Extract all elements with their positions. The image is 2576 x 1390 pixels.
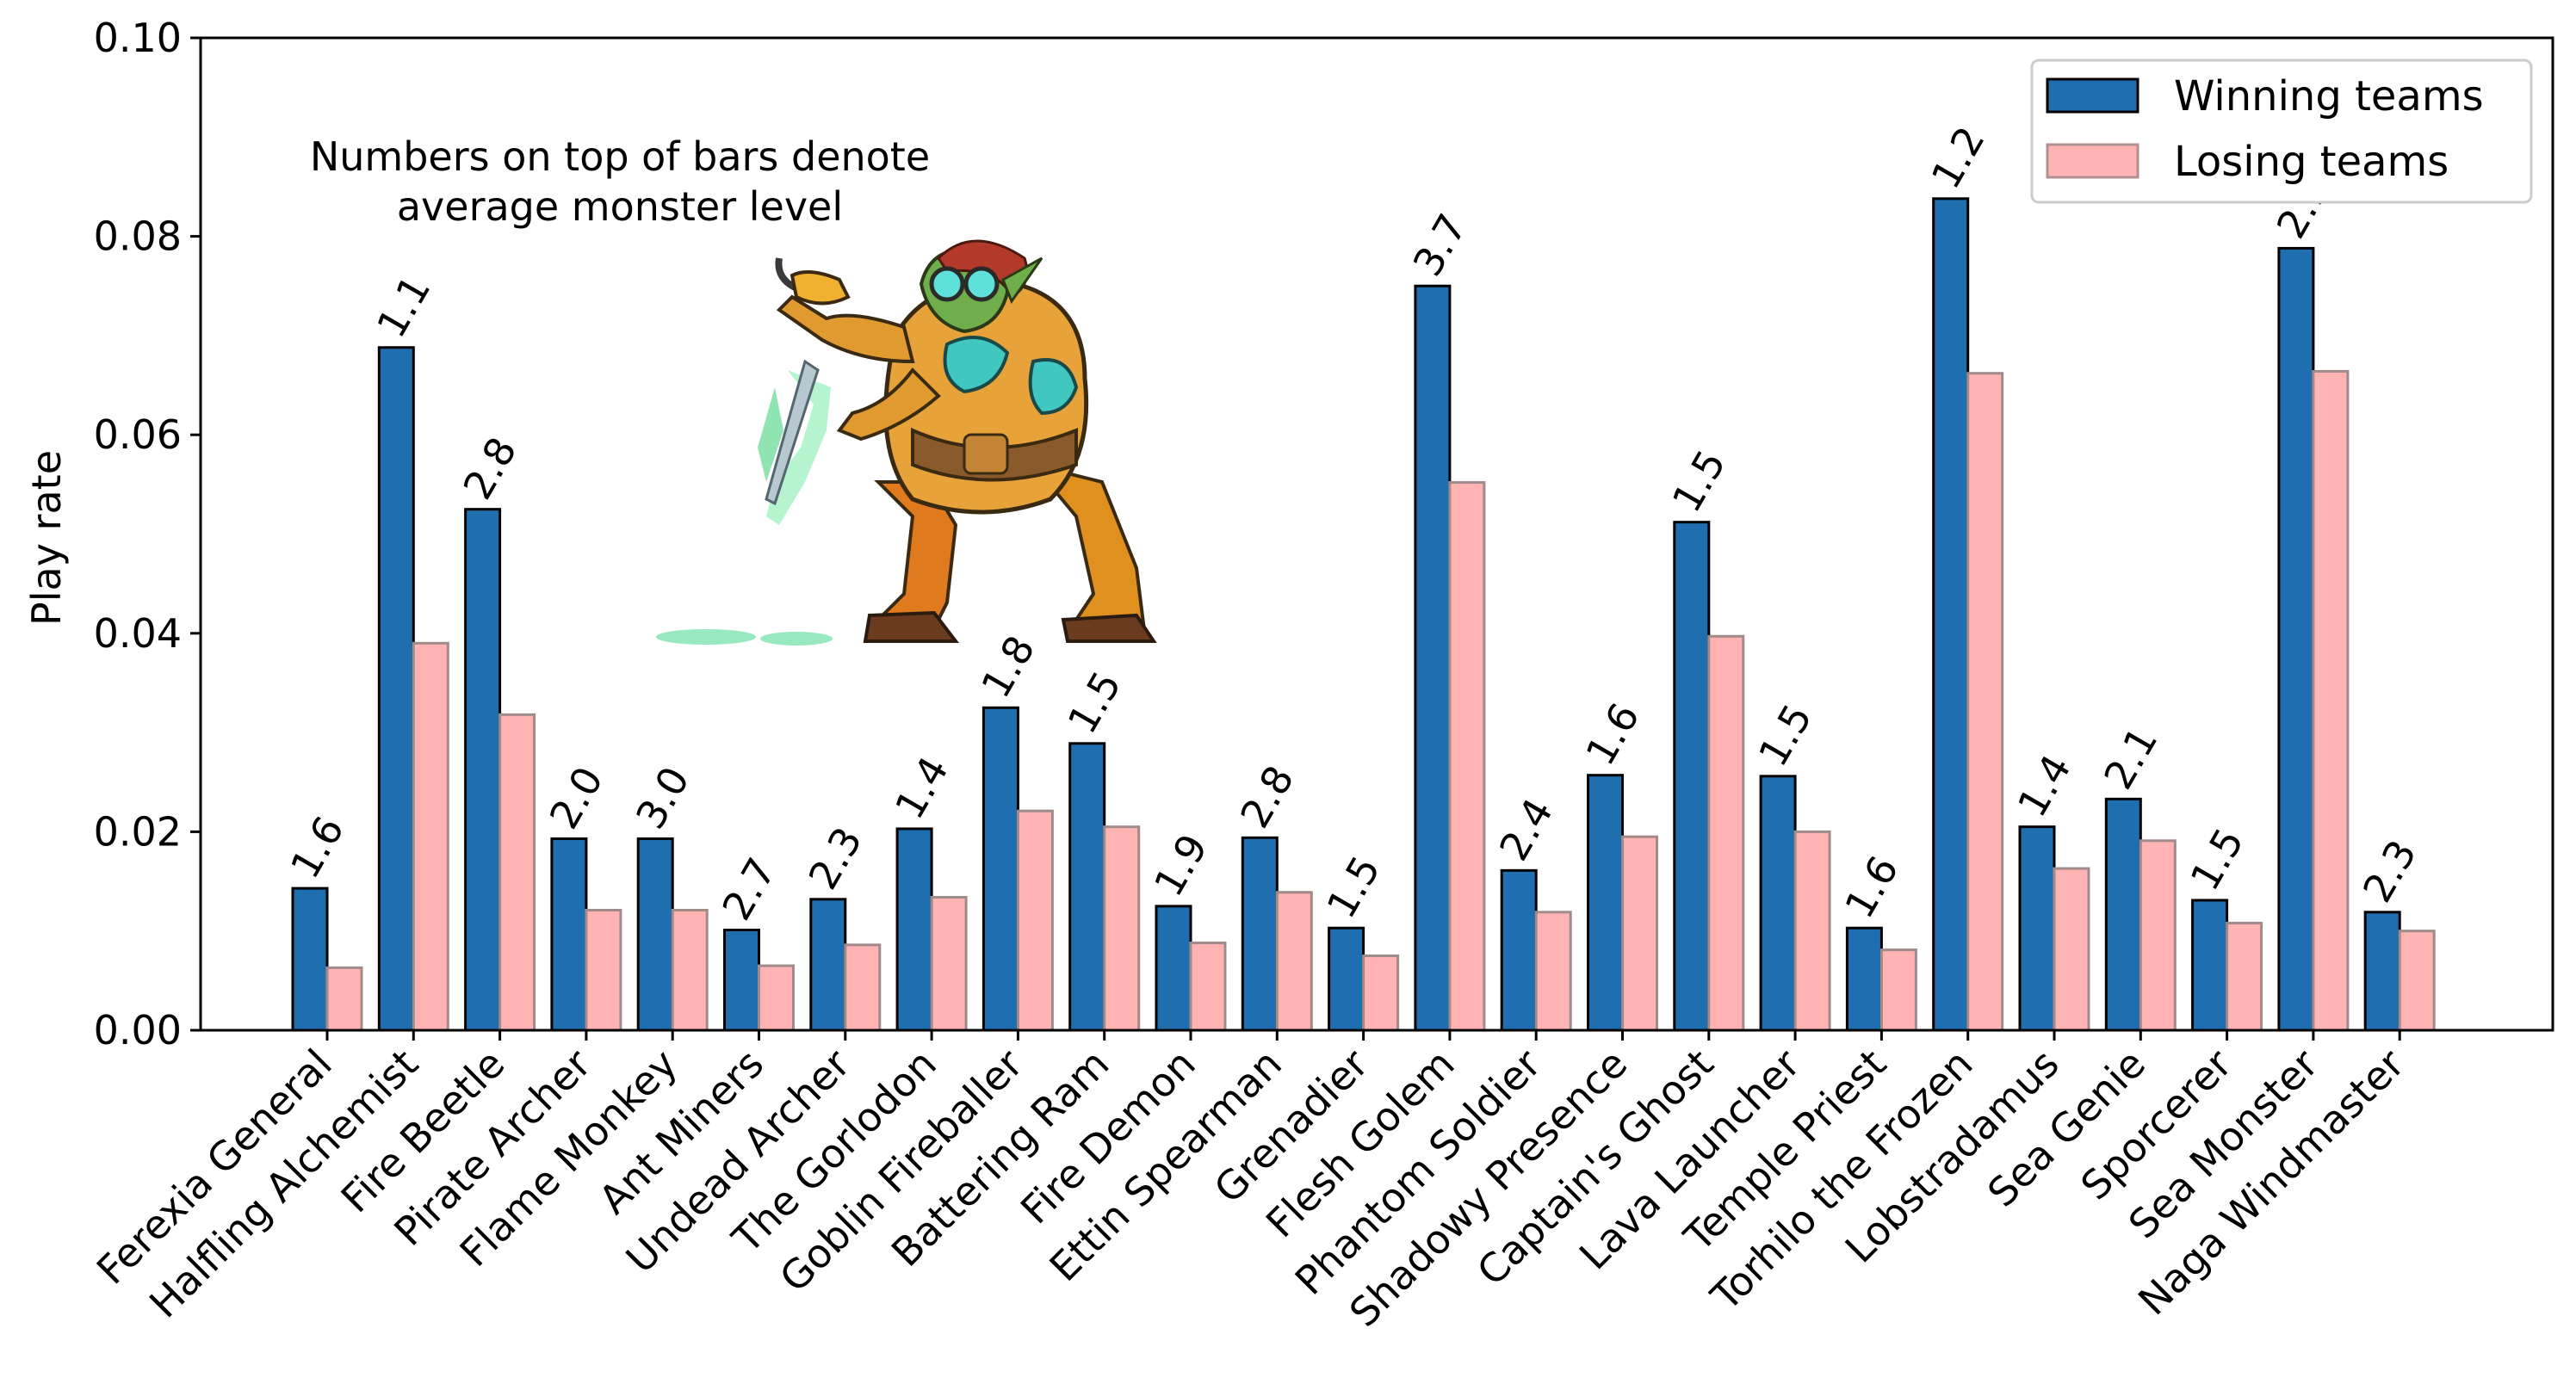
bar-winning (1414, 284, 1452, 1032)
bar-value-label: 2.1 (2095, 719, 2166, 796)
bar-losing (1707, 634, 1745, 1032)
bar-value-label: 2.7 (713, 850, 784, 928)
bar-value-label: 1.5 (1663, 442, 1735, 520)
bar-winning (550, 837, 588, 1032)
bar-losing (498, 713, 536, 1032)
bar-winning (377, 346, 415, 1032)
bar-value-label: 1.5 (1749, 696, 1821, 774)
bar-value-label: 3.7 (1404, 206, 1476, 283)
bar-winning (2018, 825, 2056, 1032)
legend-label-losing: Losing teams (2174, 138, 2449, 186)
bar-value-label: 2.3 (800, 819, 871, 897)
annotation-line-2: average monster level (397, 183, 843, 230)
bar-losing (930, 895, 968, 1032)
bar-losing (1879, 948, 1917, 1032)
bar-losing (325, 966, 363, 1032)
bar-value-label: 1.1 (368, 268, 439, 345)
bar-winning (464, 508, 502, 1032)
legend: Winning teams Losing teams (2030, 59, 2533, 204)
bar-losing (1621, 835, 1658, 1032)
bar-winning (1932, 197, 1970, 1032)
bar-losing (2139, 839, 2177, 1032)
bar-value-label: 1.8 (972, 627, 1043, 705)
bar-losing (844, 943, 882, 1032)
annotation-line-1: Numbers on top of bars denote (310, 133, 930, 180)
bar-value-label: 2.4 (1490, 791, 1562, 868)
bar-winning (1241, 836, 1279, 1032)
bar-losing (758, 964, 795, 1032)
bar-losing (1362, 954, 1400, 1032)
bar-losing (2226, 921, 2263, 1032)
y-tick-label: 0.00 (94, 1007, 182, 1053)
bar-value-label: 1.9 (1145, 826, 1217, 904)
bar-winning (2363, 911, 2401, 1032)
y-tick-label: 0.04 (94, 610, 182, 657)
bar-winning (809, 898, 847, 1032)
bar-winning (895, 827, 933, 1032)
bar-value-label: 2.8 (454, 429, 525, 507)
bar-losing (1448, 481, 1486, 1032)
bar-losing (1534, 911, 1572, 1032)
bar-value-label: 1.5 (1317, 848, 1389, 925)
legend-label-winning: Winning teams (2174, 72, 2484, 120)
goblin-alchemist-icon (656, 239, 1157, 646)
bar-value-label: 1.6 (282, 808, 353, 886)
bar-winning (723, 929, 760, 1032)
bar-value-label: 2.0 (541, 759, 612, 837)
y-tick-label: 0.02 (94, 808, 182, 855)
bar-losing (412, 641, 449, 1032)
bar-losing (2312, 369, 2350, 1032)
bar-winning (2277, 246, 2315, 1032)
bar-winning (1155, 905, 1192, 1032)
legend-frame (2030, 59, 2533, 204)
bar-value-label: 2.8 (1231, 757, 1303, 835)
bar-losing (1275, 891, 1313, 1032)
bar-value-labels: 1.61.12.82.0 3.02.7 2.31.41.8 1.51.92.81.53… (282, 119, 2426, 928)
plot-frame (199, 36, 2554, 1032)
bar-winning (981, 706, 1019, 1032)
bar-winning (1673, 521, 1711, 1032)
bar-winning (291, 887, 329, 1032)
bar-losing (671, 908, 709, 1032)
bar-losing (2053, 867, 2090, 1032)
legend-swatch-losing (2046, 143, 2139, 179)
bar-value-label: 1.6 (1836, 848, 1907, 925)
y-tick-label: 0.06 (94, 411, 182, 458)
bar-value-label: 1.5 (2181, 820, 2252, 898)
bar-value-label: 2.3 (2354, 832, 2425, 910)
y-tick-label: 0.10 (94, 15, 182, 61)
bars-group (291, 197, 2436, 1032)
bar-winning (1068, 742, 1106, 1032)
y-tick-label: 0.08 (94, 213, 182, 260)
legend-swatch-winning (2046, 77, 2139, 114)
bar-winning (1587, 774, 1624, 1032)
bar-losing (1103, 825, 1141, 1032)
bar-value-label: 1.4 (2009, 747, 2080, 825)
bar-losing (1966, 372, 2004, 1032)
bar-losing (1189, 942, 1227, 1032)
axes-group (199, 36, 2554, 1032)
bar-losing (2398, 930, 2436, 1032)
bar-winning (1500, 868, 1538, 1032)
bar-winning (1328, 926, 1365, 1032)
bar-value-label: 1.6 (1576, 695, 1648, 773)
y-ticks: 0.00 0.02 0.04 0.06 0.08 0.10 (94, 15, 201, 1053)
bar-winning (1759, 775, 1797, 1032)
bar-losing (1793, 830, 1831, 1032)
bar-value-label: 1.5 (1058, 664, 1130, 741)
bar-winning (2104, 797, 2142, 1032)
bar-losing (1016, 809, 1054, 1032)
bar-value-label: 1.4 (886, 749, 957, 826)
bar-winning (2191, 899, 2229, 1032)
bar-value-label: 1.2 (1922, 119, 1993, 196)
bar-losing (585, 908, 622, 1032)
y-axis-label: Play rate (23, 450, 70, 626)
bar-value-label: 3.0 (627, 759, 698, 837)
bar-winning (636, 837, 674, 1032)
bar-winning (1845, 926, 1883, 1032)
